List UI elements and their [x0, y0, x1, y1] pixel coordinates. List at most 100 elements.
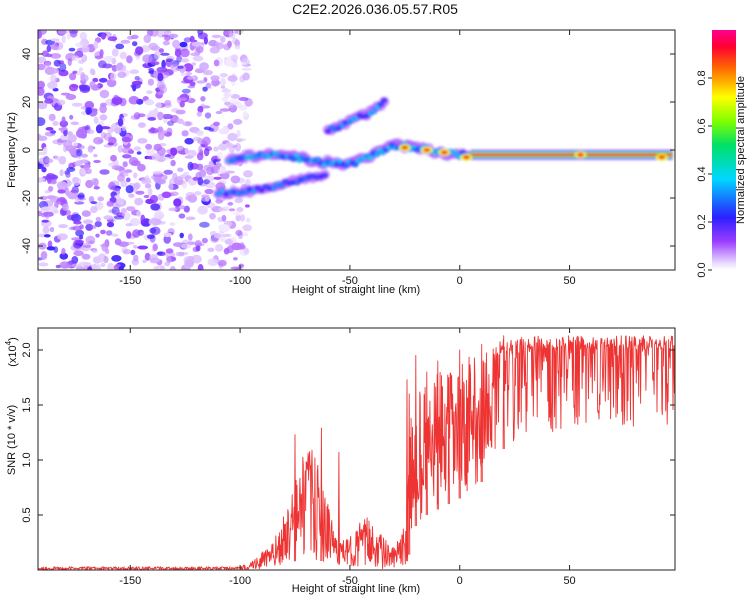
noise-blob	[71, 102, 83, 107]
noise-blob	[99, 89, 110, 99]
noise-blob	[203, 126, 212, 131]
noise-blob	[65, 171, 71, 178]
noise-blob	[163, 169, 173, 175]
x-tick-label: 50	[563, 575, 575, 587]
noise-blob	[241, 67, 252, 71]
noise-blob	[44, 158, 54, 164]
noise-blob	[79, 234, 84, 240]
noise-blob	[73, 142, 78, 147]
noise-blob	[153, 51, 160, 60]
noise-blob	[118, 265, 124, 270]
x-tick-label: -100	[229, 575, 251, 587]
hot-spot-core	[658, 155, 666, 160]
noise-blob	[223, 43, 231, 51]
lower-branch-core	[295, 180, 300, 184]
noise-blob	[183, 63, 194, 72]
upper-branch-core	[340, 124, 344, 127]
noise-blob	[156, 66, 168, 73]
noise-blob	[199, 221, 210, 228]
noise-blob	[181, 180, 187, 189]
noise-blob	[144, 252, 151, 261]
noise-blob	[153, 143, 162, 151]
lower-branch-core	[263, 185, 268, 188]
noise-blob	[242, 72, 250, 81]
noise-blob	[147, 78, 154, 86]
noise-blob	[157, 251, 163, 255]
noise-blob	[56, 181, 68, 189]
noise-blob	[61, 248, 66, 255]
noise-blob	[93, 153, 98, 158]
lower-branch-core	[255, 186, 260, 190]
noise-blob	[169, 265, 176, 270]
noise-blob	[179, 100, 185, 108]
noise-blob	[62, 140, 73, 148]
noise-blob	[191, 254, 202, 264]
noise-blob	[140, 177, 152, 183]
lower-branch-core	[275, 182, 280, 186]
noise-blob	[126, 231, 132, 239]
noise-blob	[66, 214, 75, 221]
noise-blob	[91, 249, 98, 253]
noise-blob	[129, 69, 140, 74]
y-tick-label: 1.5	[21, 397, 33, 412]
snr-y-ticks: 0.5 1.0 1.5 2.0	[21, 342, 675, 523]
noise-blob	[176, 118, 184, 124]
noise-blob	[70, 121, 80, 126]
noise-blob	[197, 177, 204, 186]
noise-blob	[185, 216, 196, 221]
noise-blob	[227, 202, 234, 206]
noise-blob	[155, 101, 162, 109]
noise-blob	[192, 41, 202, 47]
noise-blob	[228, 32, 236, 39]
noise-blob	[183, 171, 190, 176]
noise-blob	[209, 212, 216, 220]
noise-blob	[81, 253, 91, 260]
noise-blob	[187, 233, 193, 241]
noise-blob	[224, 92, 230, 99]
noise-blob	[71, 55, 80, 61]
noise-blob	[137, 245, 149, 250]
noise-blob	[99, 169, 110, 175]
noise-blob	[202, 136, 211, 146]
noise-blob	[187, 85, 195, 89]
noise-blob	[90, 225, 97, 229]
noise-blob	[59, 169, 64, 177]
noise-blob	[61, 35, 66, 44]
noise-blob	[68, 47, 76, 52]
noise-blob	[56, 197, 68, 205]
noise-blob	[57, 99, 66, 106]
noise-blob	[148, 128, 160, 133]
noise-blob	[242, 232, 249, 237]
noise-blob	[226, 102, 234, 108]
noise-blob	[140, 214, 146, 224]
noise-blob	[200, 96, 206, 102]
noise-blob	[213, 146, 219, 152]
noise-blob	[74, 160, 83, 167]
noise-blob	[164, 99, 172, 106]
noise-blob	[233, 257, 238, 261]
noise-blob	[80, 74, 89, 82]
noise-blob	[170, 147, 178, 156]
hot-spot-core	[462, 155, 470, 160]
noise-blob	[240, 214, 245, 222]
noise-blob	[170, 159, 176, 167]
colorbar: 0.0 0.2 0.4 0.6 0.8 Normalized spectral ampl…	[696, 30, 747, 278]
noise-blob	[196, 80, 206, 84]
noise-blob	[234, 45, 241, 50]
noise-blob	[162, 174, 168, 180]
main-track-core	[374, 153, 379, 157]
upper-branch-core	[354, 116, 358, 120]
noise-blob	[201, 237, 208, 244]
noise-blob	[157, 91, 164, 96]
noise-blob	[121, 136, 131, 143]
noise-blob	[168, 183, 174, 191]
noise-blob	[48, 185, 54, 192]
noise-blob	[236, 244, 246, 250]
noise-blob	[69, 114, 74, 120]
noise-blob	[93, 159, 101, 164]
noise-blob	[107, 127, 114, 134]
noise-blob	[117, 117, 124, 127]
noise-blob	[184, 147, 189, 154]
noise-blob	[177, 251, 185, 257]
noise-blob	[168, 207, 177, 212]
